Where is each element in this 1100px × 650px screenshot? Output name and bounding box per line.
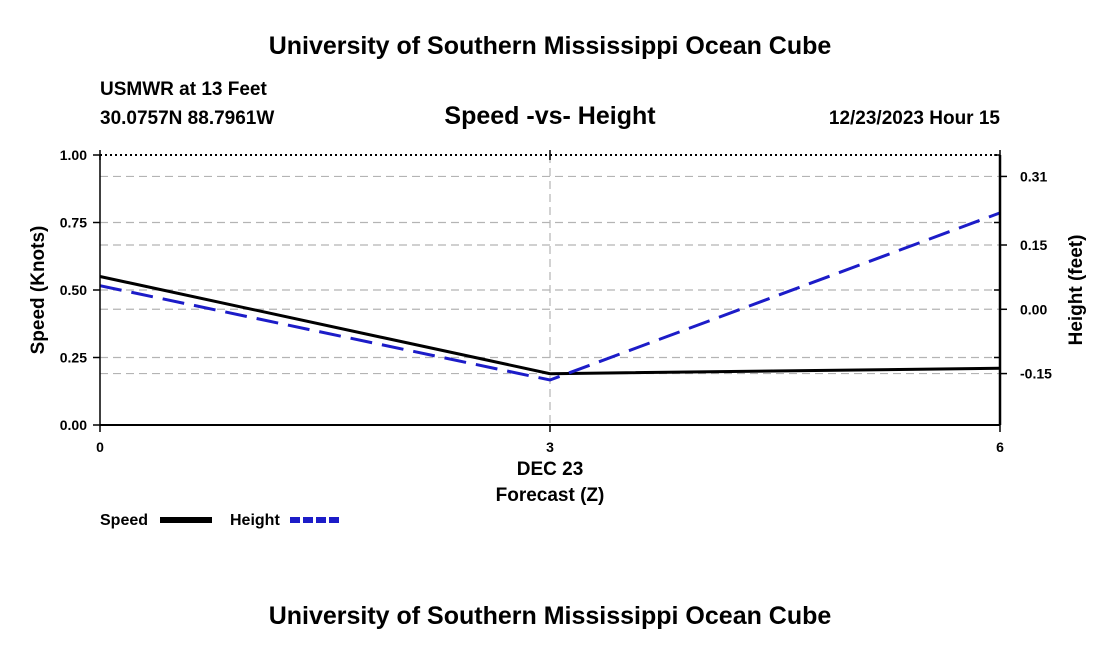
y-tick-label: 0.25 bbox=[60, 350, 87, 366]
forecast-datetime: 12/23/2023 Hour 15 bbox=[829, 108, 1001, 129]
legend-height-label: Height bbox=[230, 512, 280, 529]
y-tick-label: 1.00 bbox=[60, 147, 87, 163]
y-tick-label: 0.50 bbox=[60, 282, 87, 298]
x-date-label: DEC 23 bbox=[517, 459, 584, 480]
y2-tick-label: -0.15 bbox=[1020, 366, 1052, 382]
y2-tick-label: 0.15 bbox=[1020, 237, 1047, 253]
y2-tick-label: 0.00 bbox=[1020, 301, 1047, 317]
y-tick-label: 0.75 bbox=[60, 215, 87, 231]
station-label: USMWR at 13 Feet bbox=[100, 79, 267, 100]
chart-subtitle: Speed -vs- Height bbox=[444, 102, 656, 130]
legend-speed-label: Speed bbox=[100, 512, 148, 529]
speed-series-line bbox=[99, 275, 1001, 376]
x-tick-label: 6 bbox=[996, 439, 1004, 455]
y2-axis-label: Height (feet) bbox=[1066, 235, 1087, 346]
y-axis-label: Speed (Knots) bbox=[28, 226, 49, 355]
y2-tick-label: 0.31 bbox=[1020, 168, 1047, 184]
x-tick-label: 3 bbox=[546, 439, 554, 455]
x-tick-label: 0 bbox=[96, 439, 104, 455]
y-tick-label: 0.00 bbox=[60, 417, 87, 433]
height-series-line bbox=[99, 211, 1001, 382]
station-coordinates: 30.0757N 88.7961W bbox=[100, 108, 274, 129]
x-axis-label: Forecast (Z) bbox=[496, 485, 605, 506]
page-title: University of Southern Mississippi Ocean… bbox=[269, 32, 832, 60]
footer-title: University of Southern Mississippi Ocean… bbox=[269, 602, 832, 630]
